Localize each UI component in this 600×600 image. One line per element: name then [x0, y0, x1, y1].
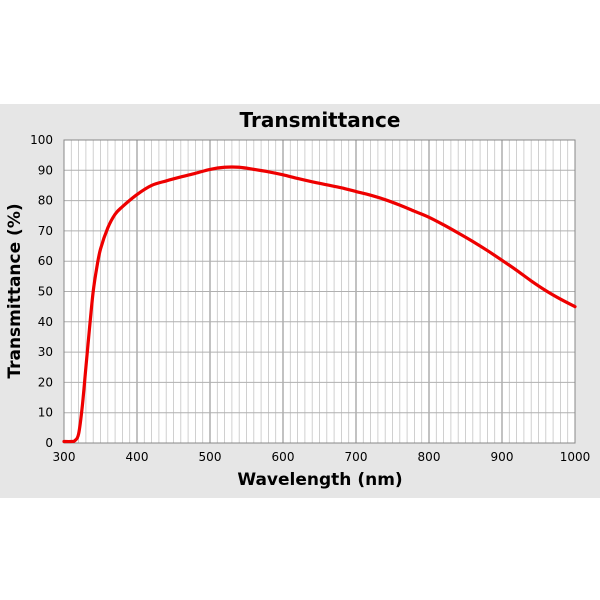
y-tick-label: 60: [38, 254, 53, 268]
transmittance-chart: Transmittance 300 400 500 600 700 800 900 1000 …: [5, 108, 591, 490]
y-axis-ticks: 0 10 20 30 40 50 60 70 80 90 100: [30, 133, 53, 450]
y-axis-label: Transmittance (%): [5, 203, 25, 378]
y-tick-label: 90: [38, 163, 53, 177]
x-axis-ticks: 300 400 500 600 700 800 900 1000: [53, 450, 591, 464]
y-tick-label: 70: [38, 224, 53, 238]
x-tick-label: 700: [345, 450, 368, 464]
y-tick-label: 30: [38, 345, 53, 359]
series-line: [62, 165, 577, 444]
y-tick-label: 100: [30, 133, 53, 147]
x-tick-label: 600: [272, 450, 295, 464]
x-axis-label: Wavelength (nm): [237, 470, 402, 490]
y-tick-label: 20: [38, 375, 53, 389]
x-tick-label: 300: [53, 450, 76, 464]
x-tick-label: 800: [418, 450, 441, 464]
chart-title: Transmittance: [240, 108, 401, 132]
x-tick-label: 900: [491, 450, 514, 464]
grid: [64, 140, 575, 443]
y-tick-label: 50: [38, 285, 53, 299]
y-tick-label: 40: [38, 315, 53, 329]
chart-panel: Transmittance 300 400 500 600 700 800 900 1000 …: [0, 104, 600, 498]
y-tick-label: 80: [38, 194, 53, 208]
y-tick-label: 0: [45, 436, 53, 450]
x-tick-label: 1000: [560, 450, 591, 464]
x-tick-label: 400: [126, 450, 149, 464]
x-tick-label: 500: [199, 450, 222, 464]
plot-border: [63, 139, 576, 444]
y-tick-label: 10: [38, 406, 53, 420]
